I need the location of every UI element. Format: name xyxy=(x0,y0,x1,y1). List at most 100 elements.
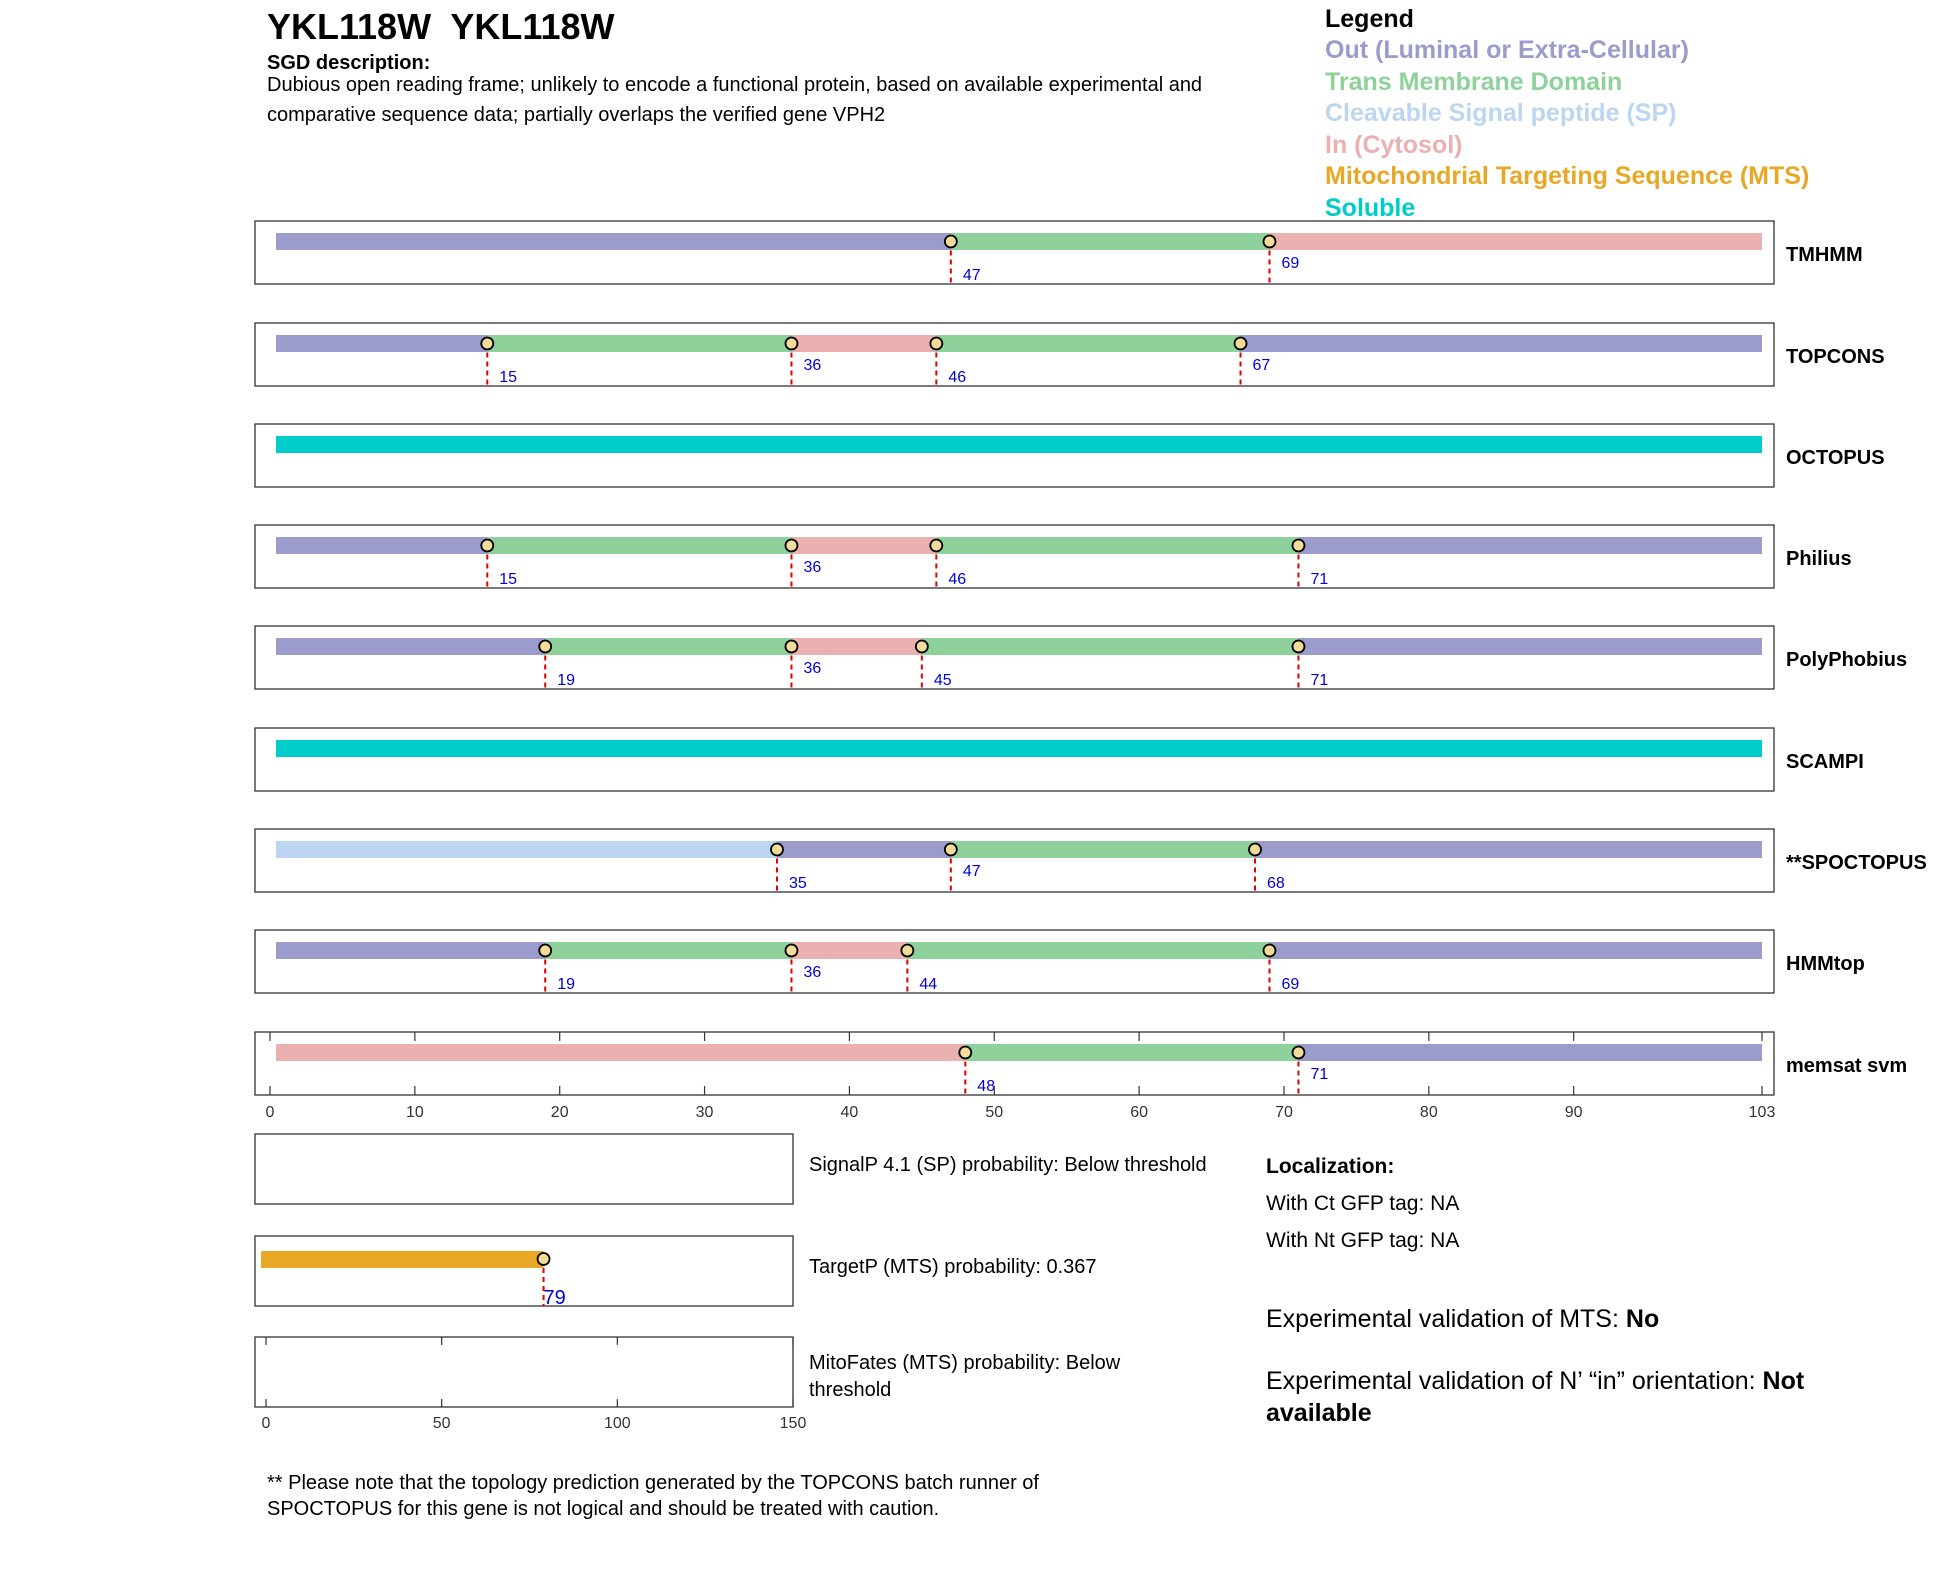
segment-in xyxy=(791,638,922,655)
marker-point xyxy=(1248,842,1262,857)
segment-tm xyxy=(936,537,1299,554)
mts-validation: Experimental validation of MTS: No xyxy=(1266,1305,1659,1334)
panel-label-line: MitoFates (MTS) probability: Below xyxy=(809,1352,1121,1374)
marker-label: 19 xyxy=(557,976,575,993)
track-hmmtop: 19 36 44 69 HMMtop xyxy=(254,929,1865,994)
marker-label: 36 xyxy=(803,964,821,981)
track-box xyxy=(254,322,1775,387)
panel-label: MitoFates (MTS) probability: Below thresh… xyxy=(809,1352,1121,1401)
x-tick-label: 50 xyxy=(433,1415,451,1432)
marker-label: 48 xyxy=(977,1078,995,1095)
track-octopus: OCTOPUS xyxy=(254,423,1885,488)
marker-label: 36 xyxy=(803,559,821,576)
panel-label: SignalP 4.1 (SP) probability: Below thre… xyxy=(809,1154,1207,1176)
track-name: SCAMPI xyxy=(1786,751,1864,773)
marker-label: 45 xyxy=(934,672,952,689)
panel-box xyxy=(254,1133,794,1205)
nin-validation-label: Experimental validation of N’ “in” orien… xyxy=(1266,1367,1763,1395)
track-name: PolyPhobius xyxy=(1786,649,1907,671)
marker-label: 71 xyxy=(1310,672,1328,689)
marker-label: 15 xyxy=(499,571,517,588)
page-title: YKL118W YKL118W xyxy=(267,6,615,47)
panel-box xyxy=(254,1336,794,1408)
track-box xyxy=(254,727,1775,792)
panel-box xyxy=(254,1235,794,1307)
track-topcons: 15 36 46 67 TOPCONS xyxy=(254,322,1885,387)
segment-in xyxy=(276,1044,966,1061)
marker-label: 69 xyxy=(1281,976,1299,993)
mts-validation-label: Experimental validation of MTS: xyxy=(1266,1305,1626,1333)
localization-title: Localization: xyxy=(1266,1155,1395,1178)
segment-tm xyxy=(936,335,1241,352)
legend-item-sp: Cleavable Signal peptide (SP) xyxy=(1325,99,1677,127)
segment-out xyxy=(1240,335,1762,352)
marker-point xyxy=(480,538,495,553)
segment-out xyxy=(1298,537,1762,554)
x-tick-label: 20 xyxy=(551,1104,569,1121)
track-name: TMHMM xyxy=(1786,244,1863,266)
marker-point xyxy=(1291,538,1306,553)
track-tmhmm: 47 69 TMHMM xyxy=(254,220,1863,285)
marker-label: 35 xyxy=(789,875,807,892)
legend-item-out: Out (Luminal or Extra-Cellular) xyxy=(1325,36,1689,64)
track-box xyxy=(254,524,1775,589)
segment-tm xyxy=(965,1044,1299,1061)
legend-item-soluble: Soluble xyxy=(1325,193,1416,222)
panel-label: TargetP (MTS) probability: 0.367 xyxy=(809,1256,1097,1278)
segment-in xyxy=(791,335,937,352)
marker-label: 36 xyxy=(803,357,821,374)
marker-label: 71 xyxy=(1310,571,1328,588)
marker-label: 46 xyxy=(948,369,966,386)
panel-mitofates: MitoFates (MTS) probability: Below thresh… xyxy=(254,1336,1121,1432)
x-tick-label: 90 xyxy=(1565,1104,1583,1121)
marker-point xyxy=(1291,1045,1306,1060)
marker-point xyxy=(943,842,958,857)
track-name: TOPCONS xyxy=(1786,346,1885,368)
marker-point xyxy=(770,842,784,857)
segment-out xyxy=(1255,841,1762,858)
track-name: HMMtop xyxy=(1786,953,1865,975)
marker-label: 19 xyxy=(557,672,575,689)
marker-point xyxy=(958,1045,973,1060)
segment-out xyxy=(276,233,951,250)
legend: Legend Out (Luminal or Extra-Cellular) T… xyxy=(1325,4,1809,224)
x-tick-label: 40 xyxy=(841,1104,859,1121)
sgd-description-label: SGD description: xyxy=(267,52,431,74)
sgd-description-text: Dubious open reading frame; unlikely to … xyxy=(267,74,1203,126)
segment-out xyxy=(276,335,488,352)
track-box xyxy=(254,929,1775,994)
segment-out xyxy=(1298,638,1762,655)
x-tick-label: 80 xyxy=(1420,1104,1438,1121)
legend-item-tm: Trans Membrane Domain xyxy=(1325,67,1623,96)
x-axis: 0 10 20 30 40 50 60 70 80 90 103 xyxy=(266,1032,1775,1121)
track-spoctopus: 35 47 68 **SPOCTOPUS xyxy=(254,828,1927,893)
segment-in xyxy=(791,537,937,554)
segment-out xyxy=(276,942,546,959)
marker-point xyxy=(538,943,553,958)
segment-sp xyxy=(276,841,777,858)
x-tick-label: 10 xyxy=(406,1104,424,1121)
marker-point xyxy=(536,1252,551,1266)
track-memsatsvm: 48 71 memsat svm xyxy=(254,1031,1907,1096)
x-tick-label: 100 xyxy=(604,1415,631,1432)
track-name: memsat svm xyxy=(1786,1055,1907,1077)
marker-point xyxy=(1262,943,1277,958)
marker-label: 67 xyxy=(1253,357,1271,374)
marker-point xyxy=(943,234,958,249)
panel-label-line: threshold xyxy=(809,1379,891,1401)
marker-label: 46 xyxy=(948,571,966,588)
segment-out xyxy=(276,537,488,554)
panel-targetp: 79 TargetP (MTS) probability: 0.367 xyxy=(254,1235,1097,1309)
marker-label: 47 xyxy=(963,267,981,284)
legend-item-in: In (Cytosol) xyxy=(1325,130,1463,159)
marker-point xyxy=(784,639,799,654)
segment-sol xyxy=(276,740,1762,757)
segment-mts xyxy=(261,1251,544,1268)
legend-item-mts: Mitochondrial Targeting Sequence (MTS) xyxy=(1325,162,1810,190)
marker-point xyxy=(784,943,799,958)
track-box xyxy=(254,220,1775,285)
marker-point xyxy=(929,538,944,553)
segment-tm xyxy=(545,638,792,655)
x-tick-label: 30 xyxy=(696,1104,714,1121)
